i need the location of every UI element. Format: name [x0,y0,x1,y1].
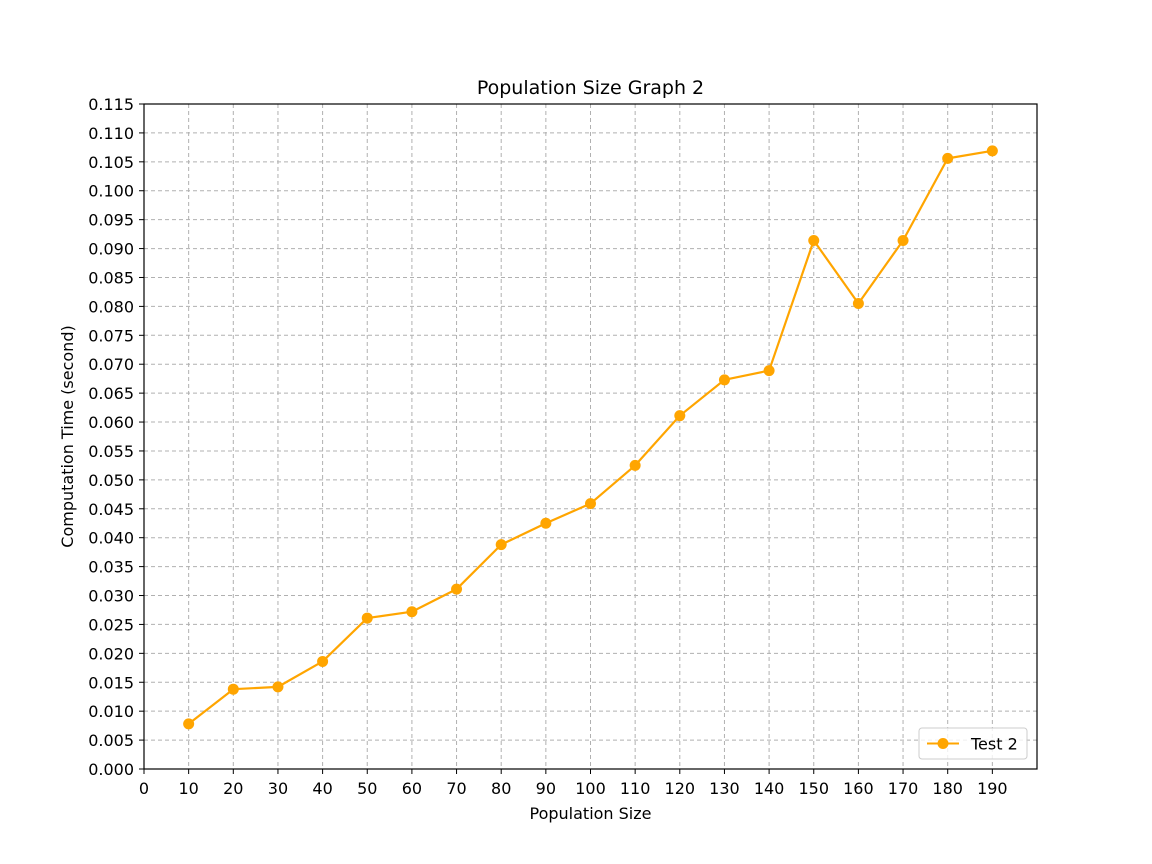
data-point [629,459,641,471]
x-axis-title: Population Size [530,804,652,823]
y-tick-label: 0.095 [88,211,134,230]
x-tick-label: 180 [932,779,963,798]
axis-ticks: 0 10 20 30 40 50 60 70 80 90 100 110 120 130 140 150 160… [88,95,1007,798]
legend-label: Test 2 [970,735,1018,754]
x-tick-label: 130 [709,779,740,798]
data-point [317,655,329,667]
data-point [763,365,775,377]
data-point [585,498,596,510]
data-point [540,517,552,529]
y-tick-label: 0.100 [88,182,134,201]
data-point [718,374,730,386]
x-tick-label: 80 [491,779,511,798]
x-tick-label: 120 [665,779,696,798]
x-tick-label: 0 [139,779,149,798]
x-tick-label: 100 [575,779,606,798]
x-tick-label: 60 [402,779,422,798]
data-point [183,718,195,730]
series [183,145,998,730]
y-tick-label: 0.075 [88,326,134,345]
y-tick-label: 0.040 [88,529,134,548]
data-point [272,681,284,693]
data-point [808,234,820,246]
x-tick-label: 170 [888,779,919,798]
y-tick-label: 0.110 [88,124,134,143]
x-tick-label: 150 [798,779,829,798]
data-point [406,606,418,618]
y-tick-label: 0.070 [88,355,134,374]
x-tick-label: 90 [536,779,556,798]
chart-title: Population Size Graph 2 [477,77,704,99]
y-tick-label: 0.055 [88,442,134,461]
data-point [674,410,686,422]
data-point [942,152,954,164]
y-tick-label: 0.085 [88,268,134,287]
x-tick-label: 40 [312,779,332,798]
y-tick-label: 0.010 [88,702,134,721]
data-point [451,583,463,595]
x-tick-label: 110 [620,779,651,798]
legend: Test 2 [918,727,1028,760]
x-tick-label: 160 [843,779,874,798]
y-tick-label: 0.105 [88,153,134,172]
x-tick-label: 20 [223,779,243,798]
data-point [897,234,909,246]
legend-marker-sample [937,738,949,749]
y-axis-title: Computation Time (second) [58,325,77,547]
y-tick-label: 0.015 [88,673,134,692]
y-tick-label: 0.050 [88,471,134,490]
y-tick-label: 0.020 [88,644,134,663]
x-tick-label: 190 [977,779,1008,798]
grid [143,103,1037,770]
data-point [361,612,373,624]
x-tick-label: 140 [754,779,785,798]
x-tick-label: 10 [178,779,198,798]
y-tick-label: 0.065 [88,384,134,403]
y-tick-label: 0.045 [88,500,134,519]
y-tick-label: 0.005 [88,731,134,750]
y-tick-label: 0.030 [88,587,134,606]
data-point [852,298,864,309]
y-tick-label: 0.115 [88,95,134,114]
y-tick-label: 0.000 [88,760,134,779]
data-point [986,145,998,157]
y-tick-label: 0.080 [88,297,134,316]
x-tick-label: 70 [446,779,466,798]
legend-box [918,727,1028,760]
x-tick-label: 50 [357,779,377,798]
y-tick-label: 0.090 [88,240,134,259]
y-tick-label: 0.060 [88,413,134,432]
y-tick-label: 0.025 [88,615,134,634]
y-tick-label: 0.035 [88,558,134,577]
data-point [495,539,507,551]
data-point [227,683,239,695]
x-tick-label: 30 [268,779,288,798]
